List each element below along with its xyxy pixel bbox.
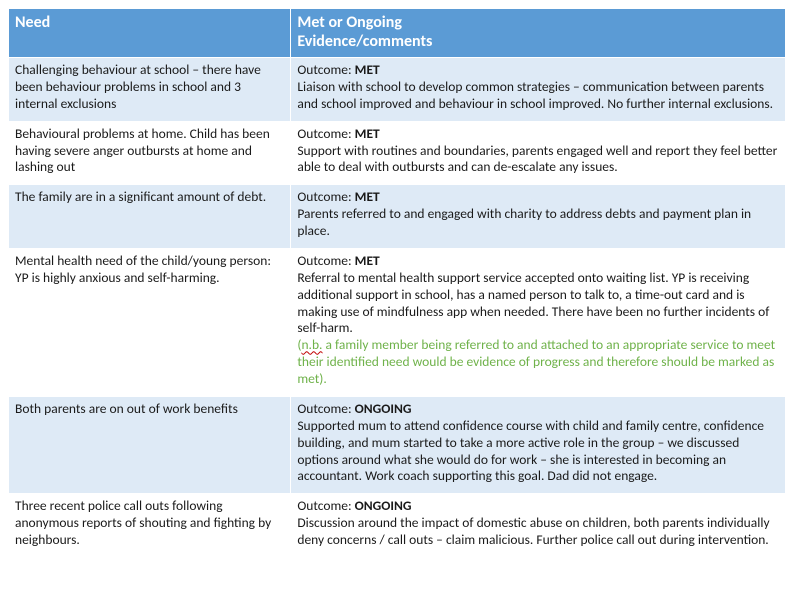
cell-evidence: Outcome: MET Support with routines and b… [291,121,786,185]
outcome-label: Outcome: [297,61,354,78]
cell-evidence: Outcome: ONGOING Discussion around the i… [291,494,786,558]
table-row: Both parents are on out of work benefits… [9,396,786,493]
evidence-note: (n.b. a family member being referred to … [297,336,775,387]
cell-need: Three recent police call outs following … [9,494,291,558]
outcome-value: MET [355,61,380,78]
needs-table: Need Met or Ongoing Evidence/comments Ch… [8,8,786,558]
evidence-text: Liaison with school to develop common st… [297,78,773,112]
cell-need: The family are in a significant amount o… [9,185,291,249]
col-header-need: Need [9,9,291,58]
note-squiggle: n.b. [301,336,322,353]
cell-need: Behavioural problems at home. Child has … [9,121,291,185]
outcome-label: Outcome: [297,252,354,269]
outcome-value: ONGOING [355,400,412,417]
table-row: Mental health need of the child/young pe… [9,248,786,396]
outcome-label: Outcome: [297,497,354,514]
outcome-value: ONGOING [355,497,412,514]
cell-evidence: Outcome: MET Referral to mental health s… [291,248,786,396]
table-row: The family are in a significant amount o… [9,185,786,249]
outcome-value: MET [355,125,380,142]
evidence-text: Support with routines and boundaries, pa… [297,142,777,176]
col-header-evidence: Met or Ongoing Evidence/comments [291,9,786,58]
table-row: Three recent police call outs following … [9,494,786,558]
col-header-evidence-line1: Met or Ongoing [297,13,402,32]
cell-evidence: Outcome: ONGOING Supported mum to attend… [291,396,786,493]
evidence-text: Supported mum to attend confidence cours… [297,417,764,485]
evidence-text: Referral to mental health support servic… [297,269,769,337]
outcome-label: Outcome: [297,188,354,205]
cell-need: Challenging behaviour at school – there … [9,58,291,122]
outcome-label: Outcome: [297,125,354,142]
outcome-label: Outcome: [297,400,354,417]
cell-need: Mental health need of the child/young pe… [9,248,291,396]
note-rest: a family member being referred to and at… [297,336,775,387]
table-row: Behavioural problems at home. Child has … [9,121,786,185]
evidence-text: Discussion around the impact of domestic… [297,514,769,548]
cell-evidence: Outcome: MET Liaison with school to deve… [291,58,786,122]
evidence-text: Parents referred to and engaged with cha… [297,205,751,239]
outcome-value: MET [355,252,380,269]
table-row: Challenging behaviour at school – there … [9,58,786,122]
outcome-value: MET [355,188,380,205]
table-header-row: Need Met or Ongoing Evidence/comments [9,9,786,58]
cell-need: Both parents are on out of work benefits [9,396,291,493]
cell-evidence: Outcome: MET Parents referred to and eng… [291,185,786,249]
col-header-evidence-line2: Evidence/comments [297,32,432,51]
